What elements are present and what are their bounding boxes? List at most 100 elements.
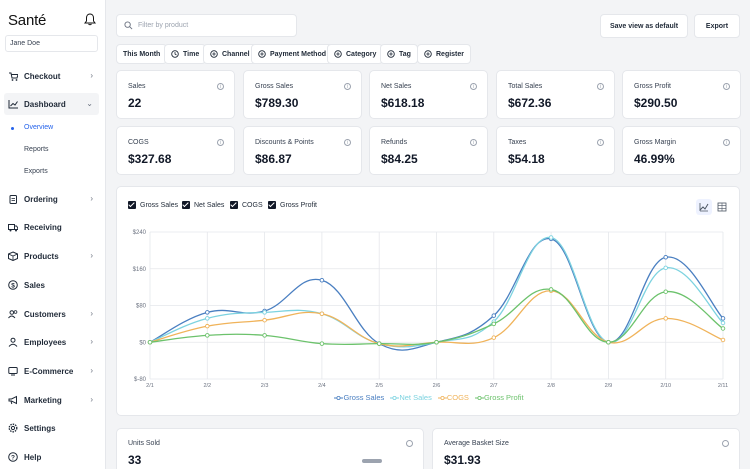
- data-point-cogs: [262, 317, 267, 323]
- y-tick-label: $0: [139, 340, 146, 346]
- export-button[interactable]: Export: [694, 14, 740, 38]
- sidebar-item-label: Help: [24, 452, 42, 462]
- filter-time[interactable]: Time: [164, 44, 207, 64]
- gear-icon: [8, 423, 18, 433]
- chevron-right-icon: ›: [90, 71, 93, 80]
- cart-icon: [9, 72, 18, 81]
- sidebar-item-help[interactable]: ? Help: [4, 446, 99, 468]
- info-icon[interactable]: i: [470, 139, 477, 146]
- sidebar: Santé Jane Doe Checkout › Dashboard ⌄ Orderi…: [0, 0, 106, 469]
- info-icon[interactable]: i: [597, 83, 604, 90]
- sidebar-item-settings[interactable]: Settings: [4, 417, 99, 439]
- chevron-right-icon: ›: [90, 251, 93, 260]
- chevron-down-icon: ⌄: [86, 99, 93, 108]
- card-value: $31.93: [444, 453, 481, 467]
- info-icon[interactable]: i: [470, 83, 477, 90]
- info-icon[interactable]: i: [344, 83, 351, 90]
- filter-tag[interactable]: Tag: [380, 44, 418, 64]
- chevron-right-icon: ›: [90, 309, 93, 318]
- users-icon: [8, 310, 18, 319]
- sidebar-item-dashboard[interactable]: Dashboard ⌄: [4, 93, 99, 115]
- stat-label: Gross Profit: [634, 83, 671, 90]
- data-point-gross-sales: [491, 313, 497, 318]
- stat-card-gross-profit: Gross Profit $290.50 i: [622, 70, 741, 119]
- stat-value: $84.25: [381, 152, 418, 166]
- table-view-icon[interactable]: [714, 199, 730, 215]
- sidebar-item-ordering[interactable]: Ordering ›: [4, 188, 99, 210]
- filter-category[interactable]: Category: [327, 44, 384, 64]
- x-tick-label: 2/2: [203, 383, 211, 389]
- x-tick-label: 2/11: [718, 383, 728, 389]
- card-label: Units Sold: [128, 440, 160, 447]
- legend-item[interactable]: Gross Sales: [334, 393, 384, 402]
- scroll-handle[interactable]: [362, 459, 382, 463]
- stat-value: $86.87: [255, 152, 292, 166]
- filter-this-month[interactable]: This Month: [116, 44, 168, 64]
- sidebar-item-sales[interactable]: $ Sales: [4, 274, 99, 296]
- user-selector[interactable]: Jane Doe: [5, 35, 98, 52]
- stat-card-sales: Sales 22 i: [116, 70, 235, 119]
- legend-item[interactable]: Gross Profit: [474, 393, 524, 402]
- sidebar-subitem-exports[interactable]: Exports: [24, 168, 48, 175]
- chart-legend: Gross Sales Net Sales COGS Gross Profit: [117, 393, 741, 402]
- toggle-gross-sales[interactable]: Gross Sales: [128, 201, 178, 209]
- search-input[interactable]: Filter by product: [116, 14, 297, 37]
- sidebar-item-label: Employees: [24, 337, 67, 347]
- data-point-gross-profit: [606, 339, 611, 345]
- info-icon[interactable]: i: [217, 83, 224, 90]
- plus-circle-icon: [387, 50, 395, 58]
- save-view-button[interactable]: Save view as default: [600, 14, 688, 38]
- info-icon[interactable]: i: [723, 83, 730, 90]
- sidebar-item-e-commerce[interactable]: E-Commerce ›: [4, 360, 99, 382]
- x-tick-label: 2/7: [490, 383, 498, 389]
- sidebar-item-employees[interactable]: Employees ›: [4, 331, 99, 353]
- sidebar-item-label: Products: [24, 251, 59, 261]
- sidebar-item-products[interactable]: Products ›: [4, 245, 99, 267]
- legend-item[interactable]: Net Sales: [390, 393, 432, 402]
- data-point-gross-profit: [205, 333, 210, 338]
- filter-channel[interactable]: Channel: [203, 44, 257, 64]
- info-icon[interactable]: [722, 440, 729, 447]
- info-icon[interactable]: i: [723, 139, 730, 146]
- sidebar-item-customers[interactable]: Customers ›: [4, 303, 99, 325]
- legend-marker-icon: [334, 395, 344, 400]
- filter-label: Category: [346, 50, 377, 58]
- line-view-icon[interactable]: [696, 199, 712, 215]
- toggle-gross-profit[interactable]: Gross Profit: [268, 201, 317, 209]
- data-point-gross-profit: [262, 333, 267, 338]
- filter-payment-method[interactable]: Payment Method: [251, 44, 334, 64]
- sidebar-item-label: Sales: [24, 280, 45, 290]
- data-point-cogs: [491, 335, 497, 340]
- search-icon: [124, 21, 133, 30]
- sidebar-item-marketing[interactable]: Marketing ›: [4, 389, 99, 411]
- info-icon[interactable]: [406, 440, 413, 447]
- sidebar-item-checkout[interactable]: Checkout ›: [4, 65, 99, 87]
- plus-circle-icon: [210, 50, 218, 58]
- brand-logo[interactable]: Santé: [8, 12, 47, 29]
- sidebar-subitem-overview[interactable]: Overview: [24, 124, 54, 131]
- info-icon[interactable]: i: [217, 139, 224, 146]
- chart-line-icon: [8, 100, 18, 109]
- stat-card-taxes: Taxes $54.18 i: [496, 126, 615, 175]
- bell-icon[interactable]: [84, 13, 96, 26]
- x-tick-label: 2/3: [261, 383, 269, 389]
- stat-label: Taxes: [508, 139, 527, 146]
- toggle-cogs[interactable]: COGS: [230, 201, 263, 209]
- legend-item[interactable]: COGS: [437, 393, 469, 402]
- stat-label: Refunds: [381, 139, 408, 146]
- toggle-net-sales[interactable]: Net Sales: [182, 201, 224, 209]
- stat-value: $789.30: [255, 96, 299, 110]
- info-icon[interactable]: i: [597, 139, 604, 146]
- sidebar-item-receiving[interactable]: Receiving: [4, 216, 99, 238]
- filter-register[interactable]: Register: [417, 44, 472, 64]
- x-tick-label: 2/10: [660, 383, 671, 389]
- toggle-label: Gross Profit: [280, 201, 317, 209]
- info-icon[interactable]: i: [344, 139, 351, 146]
- truck-icon: [8, 224, 18, 232]
- box-icon: [8, 251, 18, 261]
- sidebar-subitem-reports[interactable]: Reports: [24, 146, 49, 153]
- data-point-cogs: [720, 337, 726, 343]
- help-icon: ?: [8, 452, 18, 462]
- sidebar-item-label: Receiving: [24, 222, 62, 232]
- stat-label: Gross Sales: [255, 83, 294, 90]
